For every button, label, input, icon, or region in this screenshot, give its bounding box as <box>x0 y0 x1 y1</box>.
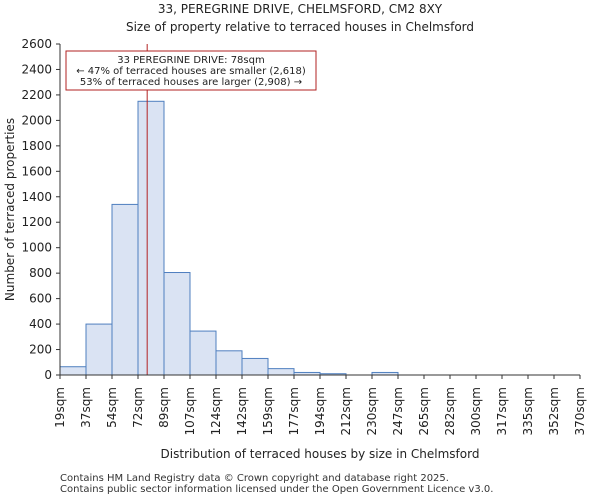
bar-37sqm <box>85 323 113 376</box>
y-tick-label: 0 <box>44 368 52 382</box>
annotation-group: 33 PEREGRINE DRIVE: 78sqm← 47% of terrac… <box>65 50 317 91</box>
x-tick-label: 265sqm <box>417 387 431 435</box>
x-tick-label: 335sqm <box>521 387 535 435</box>
y-tick-label: 200 <box>29 343 52 357</box>
bar-72sqm <box>137 100 165 376</box>
y-tick-label: 2000 <box>21 113 52 127</box>
annotation-line3: 53% of terraced houses are larger (2,908… <box>80 77 302 88</box>
y-axis-title: Number of terraced properties <box>3 118 17 301</box>
annotation-line2: ← 47% of terraced houses are smaller (2,… <box>76 66 306 77</box>
x-tick-label: 247sqm <box>391 387 405 435</box>
axes-group: 0 200 400 600 800 1000 1200 1400 1600 1800 2000 220… <box>3 37 587 461</box>
x-tick-label: 124sqm <box>209 387 223 435</box>
x-tick-label: 19sqm <box>53 387 67 428</box>
y-tick-label: 2600 <box>21 37 52 51</box>
chart-title-subtitle: Size of property relative to terraced ho… <box>125 20 475 34</box>
y-tick-label: 800 <box>29 266 52 280</box>
x-tick-label: 370sqm <box>573 387 587 435</box>
x-tick-label: 300sqm <box>469 387 483 435</box>
bar-142sqm <box>241 357 269 376</box>
y-tick-label: 1800 <box>21 139 52 153</box>
x-tick-label: 352sqm <box>547 387 561 435</box>
x-tick-label: 107sqm <box>183 387 197 435</box>
bar-54sqm <box>111 203 139 376</box>
bar-159sqm <box>267 368 295 376</box>
x-tick-label: 282sqm <box>443 387 457 435</box>
x-tick-label: 142sqm <box>235 387 249 435</box>
annotation-line1: 33 PEREGRINE DRIVE: 78sqm <box>117 55 264 66</box>
histogram-chart: 0 200 400 600 800 1000 1200 1400 1600 1800 2000 220… <box>3 37 587 461</box>
bar-107sqm <box>189 330 217 376</box>
y-tick-label: 600 <box>29 292 52 306</box>
footer-licence: Contains public sector information licen… <box>60 484 494 495</box>
y-tick-label: 1400 <box>21 190 52 204</box>
x-axis-title: Distribution of terraced houses by size … <box>161 447 480 461</box>
x-tick-label: 177sqm <box>287 387 301 435</box>
y-tick-label: 2400 <box>21 62 52 76</box>
bar-124sqm <box>215 350 243 376</box>
y-tick-label: 400 <box>29 317 52 331</box>
y-tick-label: 1200 <box>21 215 52 229</box>
bars-group <box>59 100 399 376</box>
x-tick-label: 89sqm <box>157 387 171 428</box>
x-tick-label: 37sqm <box>79 387 93 428</box>
annotation-box <box>65 50 317 91</box>
y-tick-label: 2200 <box>21 88 52 102</box>
bar-89sqm <box>163 272 191 376</box>
bar-19sqm <box>59 366 87 376</box>
footer-copyright: Contains HM Land Registry data © Crown c… <box>60 473 449 484</box>
y-tick-label: 1600 <box>21 164 52 178</box>
y-tick-label: 1000 <box>21 241 52 255</box>
x-tick-label: 317sqm <box>495 387 509 435</box>
x-tick-label: 72sqm <box>131 387 145 428</box>
x-tick-label: 230sqm <box>365 387 379 435</box>
x-tick-label: 54sqm <box>105 387 119 428</box>
x-tick-label: 212sqm <box>339 387 353 435</box>
chart-title-address: 33, PEREGRINE DRIVE, CHELMSFORD, CM2 8XY <box>157 2 443 16</box>
x-tick-label: 159sqm <box>261 387 275 435</box>
x-tick-label: 194sqm <box>313 387 327 435</box>
